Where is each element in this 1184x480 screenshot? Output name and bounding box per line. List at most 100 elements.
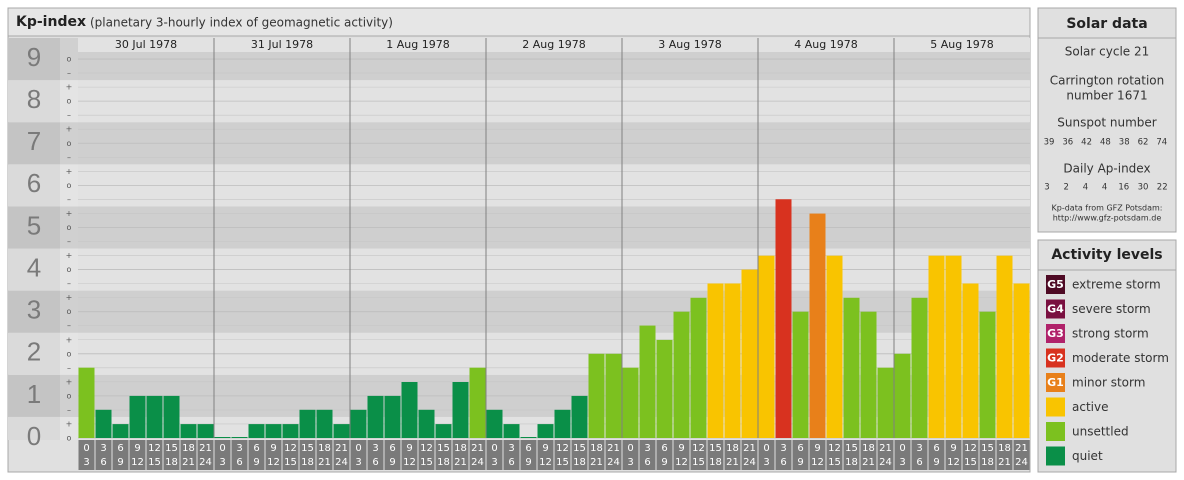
minor-label: o	[67, 307, 72, 316]
legend-badge: G1	[1047, 376, 1064, 389]
interval-start: 15	[981, 443, 994, 454]
solar-title: Solar data	[1066, 16, 1147, 32]
band	[8, 38, 60, 81]
legend-swatch	[1046, 324, 1065, 343]
band	[60, 416, 78, 440]
interval-end: 21	[998, 457, 1011, 468]
interval-cell	[962, 440, 979, 470]
solar-panel	[1037, 7, 1177, 233]
interval-end: 15	[964, 457, 977, 468]
interval-cell	[435, 440, 452, 470]
interval-start: 12	[828, 443, 841, 454]
bar	[928, 255, 945, 438]
minor-label: o	[67, 97, 72, 106]
interval-end: 9	[933, 457, 939, 468]
interval-cell	[843, 440, 860, 470]
interval-start: 3	[236, 443, 242, 454]
bar	[214, 437, 231, 438]
source-url: http://www.gfz-potsdam.de	[1053, 214, 1162, 223]
legend-badge: G4	[1047, 303, 1064, 316]
minor-label: o	[67, 434, 72, 443]
legend-swatch	[1046, 422, 1065, 441]
minor-label: +	[66, 335, 73, 344]
interval-cell	[163, 440, 180, 470]
sunspot-value: 36	[1062, 138, 1073, 148]
interval-cell	[146, 440, 163, 470]
interval-end: 21	[862, 457, 875, 468]
interval-start: 0	[83, 443, 89, 454]
bar	[826, 255, 843, 438]
interval-cell	[707, 440, 724, 470]
legend-label: severe storm	[1072, 302, 1151, 316]
band	[60, 206, 78, 249]
interval-cell	[299, 440, 316, 470]
interval-start: 21	[335, 443, 348, 454]
ap-label: Daily Ap-index	[1063, 162, 1150, 176]
sunspot-value: 42	[1081, 138, 1092, 148]
interval-end: 9	[389, 457, 395, 468]
interval-start: 12	[284, 443, 297, 454]
bar	[248, 424, 265, 438]
subtitle: (planetary 3-hourly index of geomagnetic…	[90, 16, 393, 30]
interval-end: 24	[199, 457, 212, 468]
interval-start: 3	[100, 443, 106, 454]
y-tick-label: 7	[27, 126, 41, 156]
interval-end: 24	[743, 457, 756, 468]
interval-end: 3	[763, 457, 769, 468]
interval-cell	[673, 440, 690, 470]
interval-start: 3	[644, 443, 650, 454]
sunspot-value: 39	[1044, 138, 1055, 148]
interval-end: 12	[131, 457, 144, 468]
date-label: 31 Jul 1978	[251, 38, 313, 51]
bar	[299, 409, 316, 438]
interval-start: 0	[491, 443, 497, 454]
interval-start: 6	[117, 443, 123, 454]
interval-end: 3	[491, 457, 497, 468]
interval-start: 0	[899, 443, 905, 454]
interval-cell	[333, 440, 350, 470]
interval-cell	[792, 440, 809, 470]
interval-start: 12	[964, 443, 977, 454]
bar	[452, 382, 469, 438]
legend-label: extreme storm	[1072, 278, 1161, 292]
minor-label: +	[66, 377, 73, 386]
interval-start: 9	[950, 443, 956, 454]
y-tick-label: 1	[27, 379, 41, 409]
interval-start: 18	[726, 443, 739, 454]
bar	[367, 395, 384, 438]
interval-cell	[469, 440, 486, 470]
interval-cell	[282, 440, 299, 470]
bar	[724, 283, 741, 438]
bar	[1013, 283, 1030, 438]
band	[8, 206, 60, 249]
minor-label: –	[67, 111, 71, 120]
interval-end: 18	[709, 457, 722, 468]
interval-start: 6	[525, 443, 531, 454]
y-tick-label: 8	[27, 84, 41, 114]
interval-cell	[588, 440, 605, 470]
interval-start: 3	[372, 443, 378, 454]
band	[8, 80, 60, 123]
interval-cell	[826, 440, 843, 470]
band	[60, 164, 78, 207]
bar	[962, 283, 979, 438]
interval-end: 18	[165, 457, 178, 468]
bar	[996, 255, 1013, 438]
interval-start: 15	[437, 443, 450, 454]
interval-start: 3	[508, 443, 514, 454]
legend-label: moderate storm	[1072, 351, 1169, 365]
sunspot-value: 74	[1156, 138, 1167, 148]
interval-end: 6	[644, 457, 650, 468]
interval-start: 21	[199, 443, 212, 454]
interval-start: 12	[420, 443, 433, 454]
interval-end: 24	[335, 457, 348, 468]
bar	[792, 311, 809, 438]
band	[8, 416, 60, 440]
interval-start: 21	[471, 443, 484, 454]
interval-start: 6	[389, 443, 395, 454]
bar	[180, 424, 197, 438]
ap-value: 22	[1157, 183, 1168, 193]
interval-end: 12	[403, 457, 416, 468]
interval-end: 15	[148, 457, 161, 468]
interval-cell	[350, 440, 367, 470]
